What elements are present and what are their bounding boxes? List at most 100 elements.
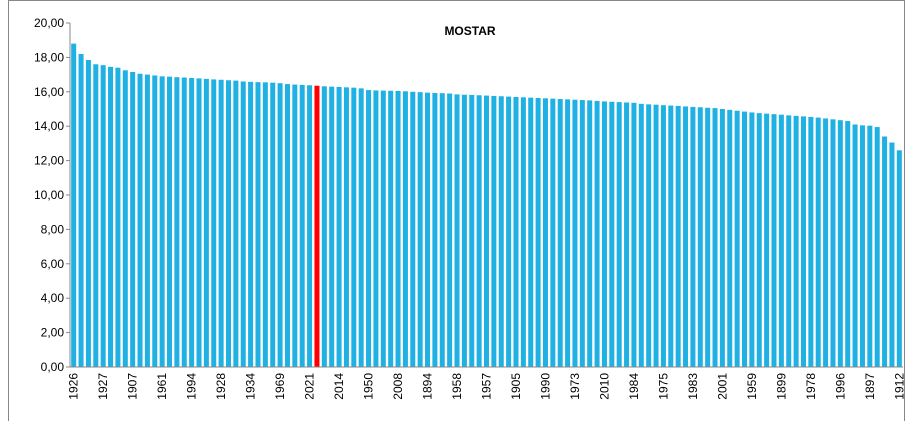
bar xyxy=(218,79,224,367)
x-tick-label: 1958 xyxy=(450,373,464,400)
y-tick-label: 8,00 xyxy=(41,222,65,236)
bar xyxy=(417,92,423,368)
bar xyxy=(130,72,136,368)
bar xyxy=(660,105,666,367)
x-tick-label: 1959 xyxy=(745,373,759,400)
bar xyxy=(513,96,519,368)
bar xyxy=(277,83,283,367)
bar xyxy=(506,96,512,367)
bar xyxy=(314,85,320,367)
x-tick-label: 1928 xyxy=(214,373,228,400)
bar xyxy=(255,82,261,367)
y-tick-label: 2,00 xyxy=(41,326,65,340)
bar xyxy=(859,125,865,367)
bar xyxy=(196,78,202,367)
bar xyxy=(233,80,239,368)
x-tick-label: 1957 xyxy=(480,373,494,400)
bar xyxy=(225,80,231,367)
bar xyxy=(299,84,305,368)
bar xyxy=(388,90,394,367)
bar xyxy=(601,101,607,367)
bar xyxy=(631,102,637,368)
bar xyxy=(616,102,622,368)
bar xyxy=(742,111,748,367)
x-tick-label: 1983 xyxy=(686,373,700,400)
bar xyxy=(624,102,630,368)
bar xyxy=(93,64,99,367)
bar xyxy=(756,113,762,368)
bar xyxy=(528,97,534,367)
bar xyxy=(402,91,408,367)
y-tick-label: 6,00 xyxy=(41,257,65,271)
bar xyxy=(461,94,467,367)
bar xyxy=(159,76,165,367)
bar xyxy=(152,75,158,368)
bar xyxy=(329,86,335,367)
bar xyxy=(675,105,681,368)
x-tick-label: 1994 xyxy=(185,373,199,400)
bar xyxy=(882,136,888,367)
bar xyxy=(697,107,703,367)
bar xyxy=(351,87,357,367)
x-tick-label: 1950 xyxy=(362,373,376,400)
x-tick-label: 1927 xyxy=(96,373,110,400)
bar xyxy=(181,77,187,368)
bar xyxy=(668,105,674,367)
bar xyxy=(520,97,526,367)
x-tick-label: 1969 xyxy=(273,373,287,400)
x-tick-label: 1984 xyxy=(627,373,641,400)
bar xyxy=(321,86,327,368)
bar xyxy=(425,92,431,367)
bar xyxy=(845,121,851,367)
bar xyxy=(542,98,548,367)
bar xyxy=(262,82,268,367)
x-tick-label: 1926 xyxy=(67,373,81,400)
bar xyxy=(410,91,416,368)
bar xyxy=(122,70,128,368)
bar xyxy=(395,90,401,367)
x-tick-label: 1905 xyxy=(509,373,523,400)
x-tick-label: 1975 xyxy=(656,373,670,400)
bar xyxy=(587,100,593,368)
bar xyxy=(71,43,77,367)
bar xyxy=(808,116,814,367)
bar xyxy=(778,114,784,368)
bar xyxy=(719,109,725,367)
bar xyxy=(653,104,659,367)
bar xyxy=(137,73,143,368)
bar xyxy=(867,125,873,368)
bar xyxy=(594,100,600,367)
bar xyxy=(284,84,290,367)
bar xyxy=(764,113,770,367)
x-tick-label: 2010 xyxy=(597,373,611,400)
bar xyxy=(565,99,571,368)
bar xyxy=(307,85,313,367)
bar xyxy=(469,94,475,368)
bar xyxy=(579,100,585,367)
x-tick-label: 1912 xyxy=(892,373,905,400)
x-tick-label: 1897 xyxy=(863,373,877,400)
y-tick-label: 0,00 xyxy=(41,360,65,374)
bar xyxy=(491,95,497,367)
bar xyxy=(358,88,364,368)
bar xyxy=(292,84,298,368)
bar xyxy=(85,59,91,367)
bar xyxy=(211,79,217,367)
bar xyxy=(874,127,880,367)
y-tick-label: 20,00 xyxy=(34,16,64,30)
bar xyxy=(734,110,740,367)
bar xyxy=(373,90,379,367)
x-tick-label: 1990 xyxy=(538,373,552,400)
bar xyxy=(837,120,843,368)
bar xyxy=(432,93,438,367)
bar xyxy=(100,65,106,367)
y-tick-label: 14,00 xyxy=(34,119,64,133)
bar xyxy=(712,108,718,367)
x-tick-label: 1934 xyxy=(244,373,258,400)
bar xyxy=(638,103,644,367)
y-tick-label: 12,00 xyxy=(34,154,64,168)
bar xyxy=(498,96,504,367)
bar xyxy=(108,66,114,368)
x-tick-label: 2014 xyxy=(332,373,346,400)
